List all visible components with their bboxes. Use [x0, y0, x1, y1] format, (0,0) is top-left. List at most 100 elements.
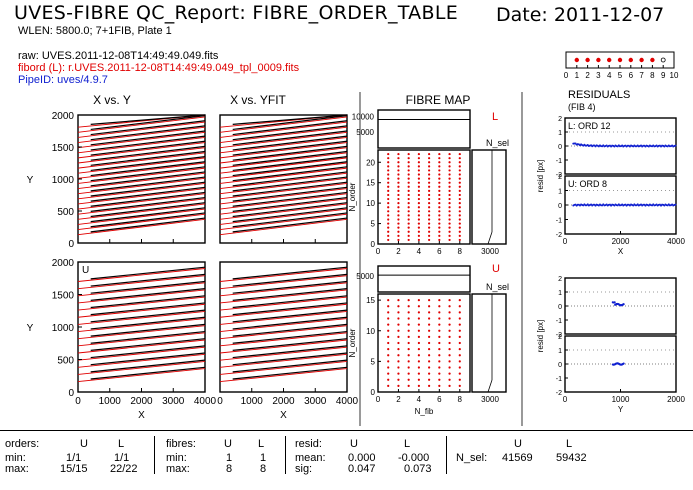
fibre-map-point: [387, 378, 390, 381]
fibre-map-point: [448, 189, 451, 192]
fibre-map-point: [448, 366, 451, 369]
fibre-map-point: [407, 378, 410, 381]
fibre-map-point: [417, 202, 420, 205]
fibre-map-point: [417, 341, 420, 345]
fibres-max-label: max:: [166, 463, 190, 475]
fibres-min-l: 1: [260, 452, 267, 464]
fibre-map-point: [448, 214, 451, 217]
trace-data-line: [90, 150, 206, 166]
fibre-map-point: [397, 305, 400, 308]
fibre-map-point: [438, 157, 441, 160]
fibre-map-point: [448, 157, 451, 160]
fibre-map-point: [397, 335, 400, 338]
fibre-map-point: [417, 189, 420, 192]
x-tick-label: 3000: [481, 247, 499, 256]
fibre-map-point: [417, 152, 420, 156]
fibre-map-point: [397, 354, 400, 357]
fibre-map-point: [397, 222, 400, 225]
trace-fit-line: [77, 208, 206, 225]
fibre-map-point: [458, 366, 461, 369]
trace-data-line: [232, 212, 348, 228]
nsel-side-panel: [471, 149, 507, 245]
fibre-map-point: [397, 169, 400, 172]
fibre-map-point: [407, 234, 410, 237]
trace-data-line: [90, 359, 206, 373]
fibre-map-point: [428, 335, 431, 338]
fibre-map-point: [387, 226, 390, 229]
nsel-l-value: 59432: [556, 452, 587, 464]
fibre-map-point: [417, 181, 420, 184]
fibre-map-point: [387, 197, 390, 201]
fibre-map-point: [428, 354, 431, 357]
fibre-map-point: [407, 181, 410, 184]
fibre-map-point: [387, 348, 390, 351]
fibre-map-point: [448, 305, 451, 308]
fibre-dot-filled: [628, 57, 633, 63]
trace-data-line: [232, 171, 348, 187]
trace-fit-line: [77, 346, 206, 361]
fibre-map-point: [458, 189, 461, 192]
fibre-map-point: [407, 165, 410, 168]
fibre-map-point: [428, 317, 431, 320]
fibre-map-point: [448, 348, 451, 351]
x-tick-label: 3000: [481, 395, 499, 404]
y-tick-label: 5: [371, 220, 376, 229]
fibre-map-point: [438, 169, 441, 172]
trace-fit-line: [77, 121, 206, 138]
fibre-map-point: [397, 193, 400, 197]
trace-data-line: [90, 345, 206, 359]
fibre-map-point: [448, 202, 451, 205]
qc-plots: X vs. Y0500100015002000YU050010001500200…: [27, 89, 685, 426]
nsel-side-line: [487, 379, 493, 393]
trace-chart-title: X vs. YFIT: [230, 93, 286, 107]
y-tick-label: -2: [556, 332, 562, 339]
fibre-map-block-label: U: [492, 263, 500, 275]
fibre-map-point: [428, 305, 431, 308]
trace-fit-line: [77, 183, 206, 200]
trace-data-line: [90, 288, 206, 301]
trace-data-line: [232, 181, 348, 197]
fibre-map-point: [448, 193, 451, 197]
trace-fit-line: [219, 152, 348, 169]
fibre-map-point: [387, 238, 390, 242]
x-axis-label: X: [138, 410, 145, 421]
fibre-map-point: [397, 165, 400, 168]
trace-fit-line: [219, 136, 348, 154]
trace-data-line: [90, 366, 206, 380]
trace-fit-line: [219, 353, 348, 368]
trace-data-line: [232, 140, 348, 156]
fibres-label: fibres:: [166, 438, 196, 450]
fibre-map-point: [428, 185, 431, 188]
resid-l-header: L: [404, 438, 411, 450]
fibre-map-point: [407, 354, 410, 357]
trace-data-line: [232, 295, 348, 309]
trace-fit-line: [219, 339, 348, 354]
fibre-map-point: [448, 152, 451, 156]
fibre-map-point: [448, 210, 451, 213]
fibre-map-point: [387, 189, 390, 192]
trace-data-line: [90, 352, 206, 366]
trace-chart-title: X vs. Y: [93, 93, 131, 107]
x-tick-label: 2000: [612, 237, 630, 246]
fibre-map-point: [458, 177, 461, 180]
trace-fit-line: [219, 275, 348, 290]
trace-data-line: [90, 171, 206, 187]
fibre-map-point: [438, 305, 441, 308]
trace-data-line: [90, 212, 206, 228]
trace-data-line: [90, 202, 206, 218]
trace-fit-line: [77, 157, 206, 174]
trace-data-line: [232, 114, 348, 125]
fibre-map-point: [417, 329, 420, 332]
trace-data-line: [232, 161, 348, 177]
trace-data-line: [232, 115, 348, 131]
trace-data-line: [90, 114, 206, 125]
residual-point: [674, 144, 677, 147]
fibre-map-point: [387, 329, 390, 332]
fibre-map-point: [417, 210, 420, 213]
fibre-map-point: [397, 202, 400, 205]
trace-fit-line: [219, 289, 348, 304]
fibre-map-point: [407, 323, 410, 326]
fibre-map-point: [458, 323, 461, 326]
x-tick-label: 2000: [667, 395, 685, 404]
nsel-side-line: [487, 231, 493, 245]
